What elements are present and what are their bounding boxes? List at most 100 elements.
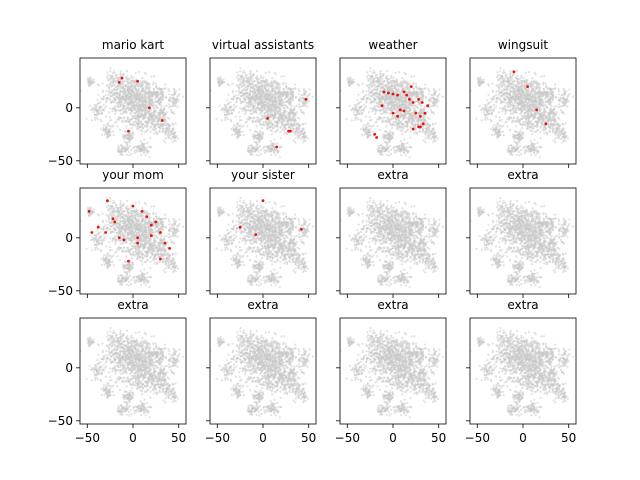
background-point — [368, 86, 371, 89]
background-point — [402, 99, 405, 102]
background-point — [265, 109, 268, 112]
background-point — [363, 133, 366, 136]
background-point — [385, 125, 388, 128]
background-point — [270, 153, 273, 157]
highlight-point — [148, 106, 151, 110]
background-point — [369, 98, 372, 101]
background-point — [128, 87, 131, 90]
background-point — [262, 97, 265, 100]
background-point — [225, 113, 228, 116]
background-point — [251, 112, 254, 115]
background-point — [240, 125, 244, 128]
background-point — [133, 84, 136, 87]
background-point — [397, 108, 400, 111]
background-point — [116, 77, 119, 80]
background-point — [250, 82, 254, 85]
background-point — [227, 109, 230, 112]
background-point — [141, 88, 144, 91]
background-point — [150, 119, 153, 122]
background-point — [235, 90, 238, 93]
background-point — [256, 75, 259, 78]
background-point — [149, 136, 152, 139]
background-point — [157, 112, 160, 115]
background-point — [391, 114, 394, 117]
background-point — [258, 121, 261, 124]
background-point — [111, 130, 114, 133]
background-point — [416, 119, 419, 122]
background-point — [135, 91, 138, 94]
background-point — [370, 125, 374, 128]
background-point — [266, 80, 269, 83]
background-point — [243, 99, 246, 102]
background-point — [113, 87, 116, 90]
background-point — [354, 116, 357, 119]
background-point — [281, 115, 284, 118]
background-point — [164, 141, 167, 144]
background-point — [130, 88, 133, 91]
background-point — [137, 108, 140, 111]
background-point — [172, 123, 175, 126]
background-point — [159, 125, 162, 128]
background-point — [261, 99, 264, 103]
background-point — [413, 97, 416, 100]
background-point — [124, 98, 127, 101]
background-point — [254, 141, 258, 144]
background-point — [296, 134, 299, 137]
background-point — [260, 90, 263, 93]
background-point — [143, 105, 146, 108]
background-point — [246, 101, 249, 104]
background-point — [291, 127, 294, 130]
background-point — [384, 111, 387, 114]
background-point — [428, 117, 431, 120]
background-point — [181, 95, 184, 98]
background-point — [146, 107, 149, 110]
background-point — [166, 134, 169, 137]
background-point — [161, 131, 164, 134]
background-point — [131, 79, 134, 82]
background-point — [148, 102, 151, 105]
background-point — [108, 88, 111, 91]
background-point — [393, 95, 396, 98]
background-point — [420, 104, 423, 107]
background-point — [93, 81, 96, 84]
background-point — [260, 96, 263, 100]
background-point — [248, 93, 251, 96]
background-point — [257, 108, 260, 112]
background-point — [255, 96, 258, 99]
background-point — [365, 90, 368, 93]
background-point — [116, 87, 119, 90]
background-point — [371, 110, 374, 113]
background-point — [242, 69, 245, 72]
background-point — [266, 126, 269, 129]
background-point — [113, 99, 116, 102]
background-point — [160, 104, 163, 107]
background-point — [374, 86, 377, 89]
background-point — [365, 124, 368, 127]
background-point — [362, 128, 365, 131]
background-point — [301, 94, 304, 97]
background-point — [159, 112, 162, 115]
background-point — [393, 151, 396, 154]
background-point — [426, 116, 429, 119]
background-point — [144, 148, 147, 151]
background-point — [429, 108, 432, 112]
background-point — [121, 112, 124, 115]
background-point — [157, 100, 160, 103]
background-point — [234, 94, 237, 97]
highlight-point — [120, 76, 124, 80]
background-point — [117, 97, 120, 100]
background-point — [230, 120, 233, 123]
background-point — [303, 91, 306, 94]
background-point — [112, 77, 116, 80]
background-point — [259, 129, 262, 132]
background-point — [235, 132, 239, 135]
background-point — [345, 117, 348, 120]
background-point — [349, 76, 352, 79]
background-point — [385, 69, 389, 72]
background-point — [175, 90, 178, 93]
background-point — [238, 88, 241, 91]
background-point — [369, 133, 372, 137]
background-point — [256, 102, 259, 105]
background-point — [378, 89, 382, 93]
background-point — [299, 130, 302, 133]
